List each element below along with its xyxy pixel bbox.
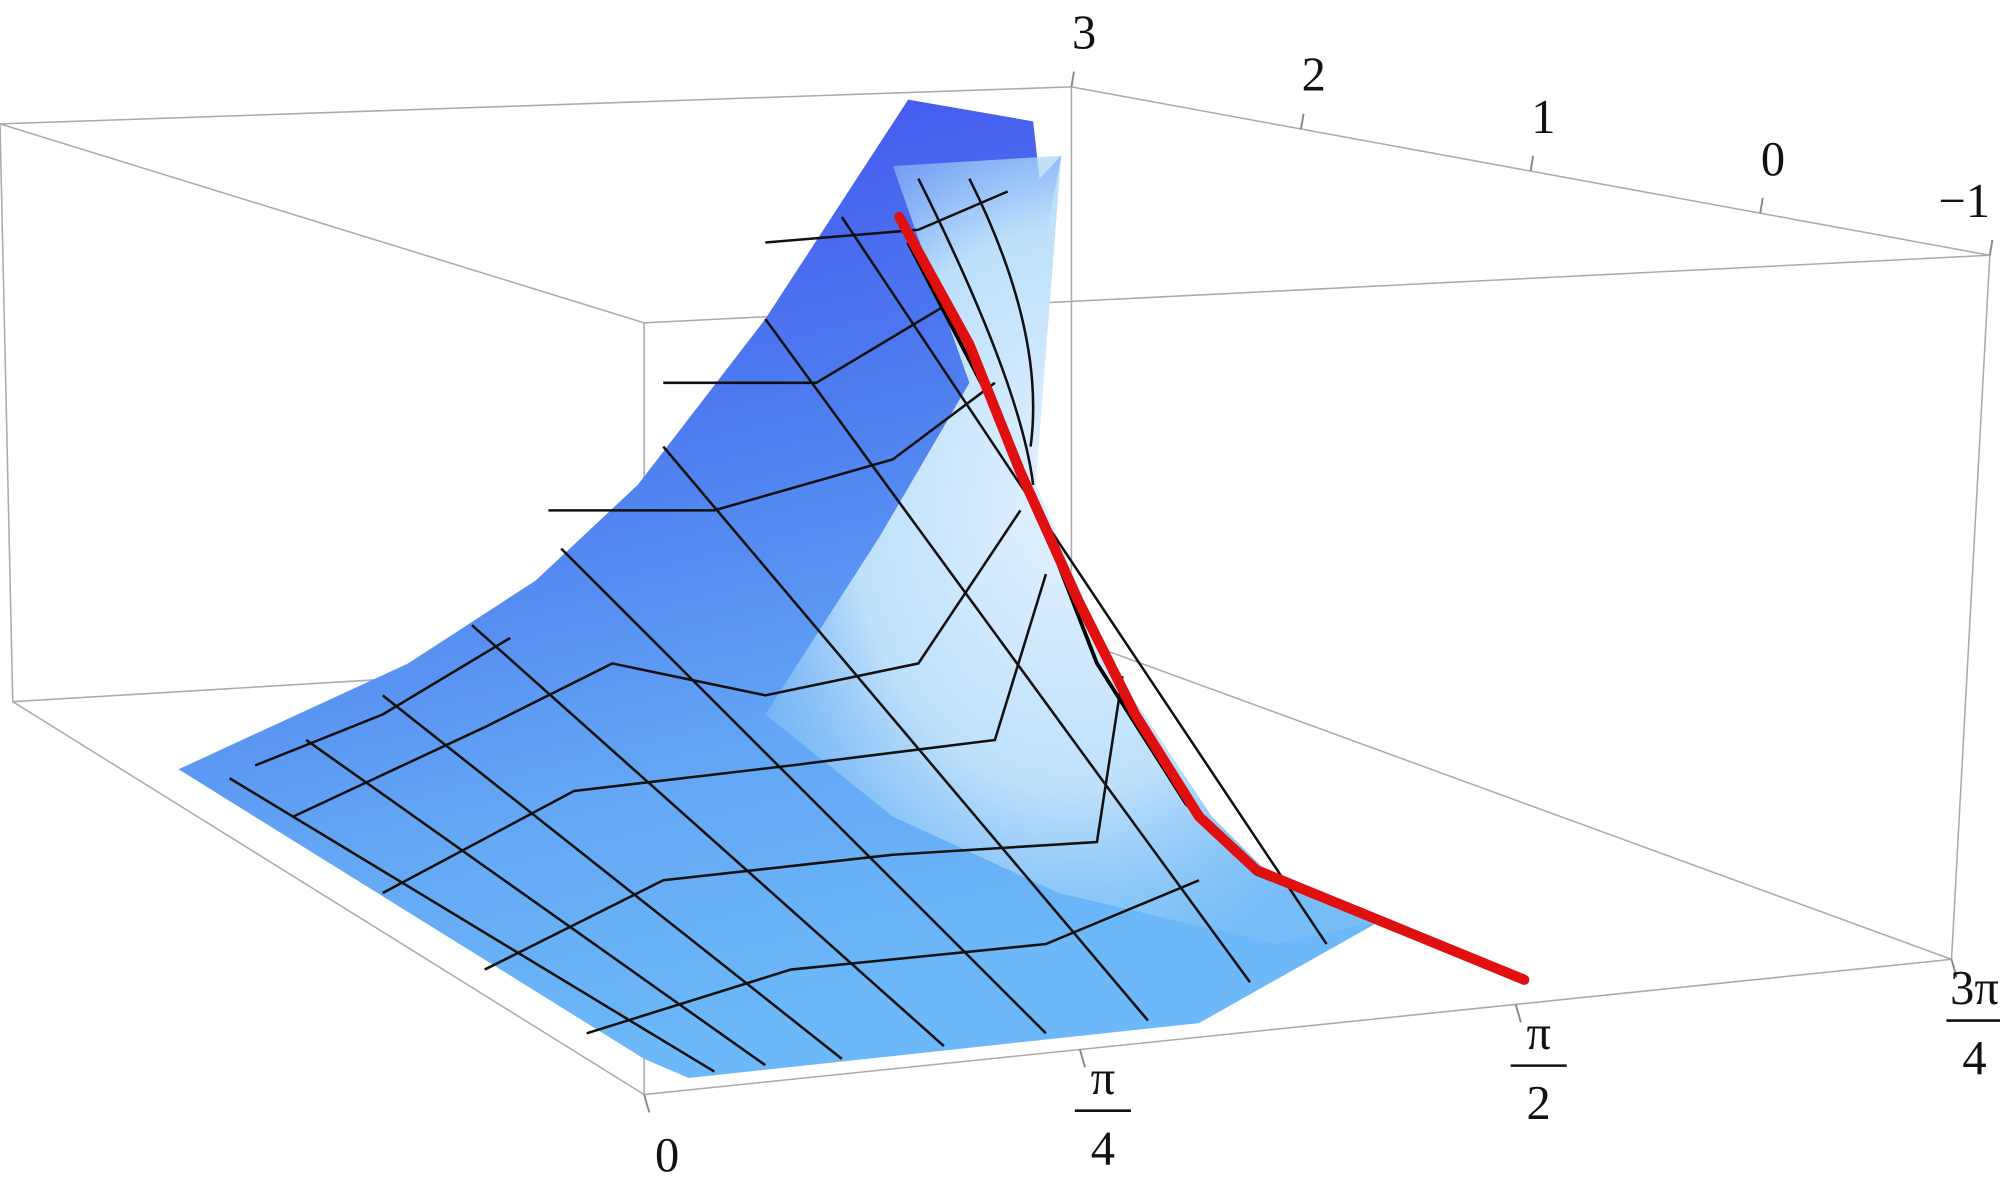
surface-mesh: [228, 178, 1328, 1073]
fraction-numerator: π: [1091, 1052, 1115, 1105]
fraction-numerator: 3π: [1950, 962, 1999, 1015]
y-tick-label: 3: [1072, 7, 1096, 60]
highlight-curve: [894, 211, 1530, 985]
fraction-denominator: 4: [1091, 1122, 1115, 1175]
x-tick: [1514, 1004, 1522, 1023]
y-tick-label: 2: [1302, 49, 1326, 102]
y-tick-label: −1: [1939, 175, 1991, 228]
y-tick: [1070, 71, 1075, 88]
x-tick-label: 3π 4: [1950, 962, 1999, 1085]
x-tick: [1950, 959, 1958, 978]
x-tick: [643, 1094, 651, 1113]
y-tick: [1529, 155, 1535, 172]
fraction-numerator: π: [1526, 1007, 1550, 1060]
fraction-denominator: 2: [1527, 1077, 1551, 1130]
surface: [178, 99, 1381, 1078]
y-tick-label: 1: [1531, 91, 1555, 144]
y-tick: [1988, 239, 1994, 256]
x-tick-label: 0: [655, 1129, 679, 1182]
y-tick: [1300, 113, 1305, 130]
y-tick: [1759, 197, 1764, 214]
x-tick: [1079, 1049, 1086, 1068]
y-tick-label: 0: [1761, 133, 1785, 186]
fraction-denominator: 4: [1962, 1032, 1986, 1085]
